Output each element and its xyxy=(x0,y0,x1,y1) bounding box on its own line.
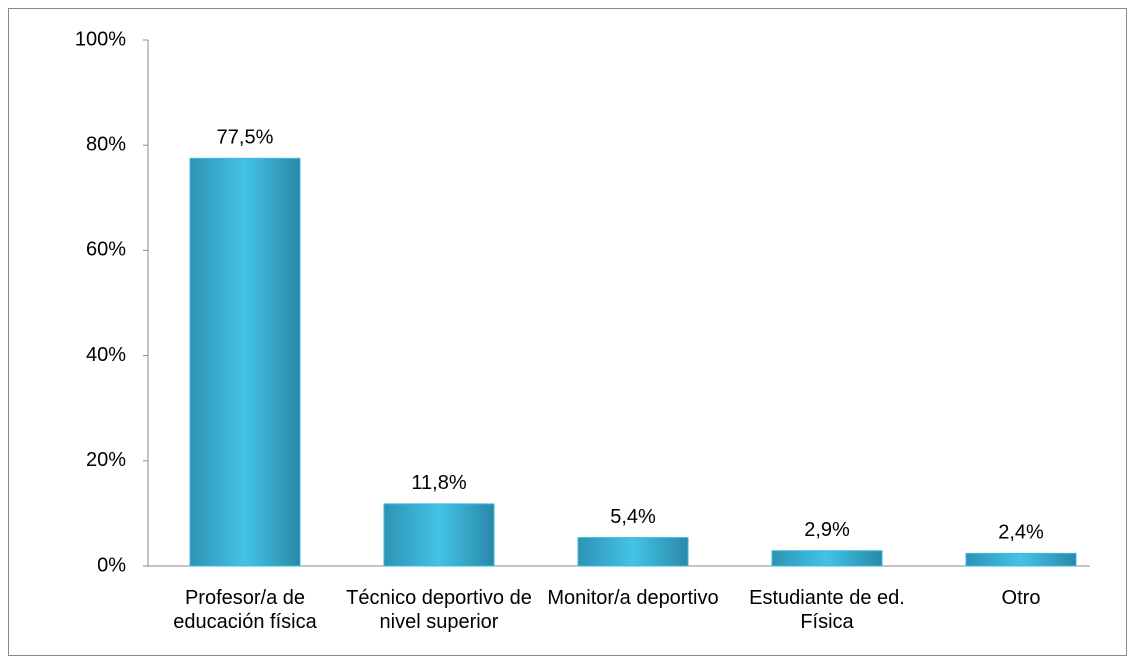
x-tick-label: Monitor/a deportivo xyxy=(547,587,719,609)
x-tick-label: Técnico deportivo de nivel superior xyxy=(346,587,532,633)
x-tick-label: Estudiante de ed. Física xyxy=(749,587,905,633)
bar xyxy=(189,157,301,567)
x-tick-label: Profesor/a de educación física xyxy=(173,587,317,633)
value-label: 2,9% xyxy=(804,519,850,541)
bar xyxy=(577,537,689,567)
value-label: 11,8% xyxy=(411,472,466,494)
y-tick-label: 80% xyxy=(86,133,126,155)
bar xyxy=(383,503,495,567)
y-tick-label: 40% xyxy=(86,344,126,366)
frame xyxy=(8,8,1127,656)
y-tick-label: 60% xyxy=(86,239,126,261)
bar xyxy=(771,550,883,567)
y-tick-label: 0% xyxy=(97,554,126,576)
x-tick-label: Otro xyxy=(1001,587,1041,609)
value-label: 2,4% xyxy=(998,522,1044,544)
value-label: 5,4% xyxy=(610,506,656,528)
bar xyxy=(965,552,1077,567)
value-label: 77,5% xyxy=(217,127,274,149)
y-tick-label: 20% xyxy=(86,449,126,471)
y-tick-label: 100% xyxy=(75,28,126,50)
